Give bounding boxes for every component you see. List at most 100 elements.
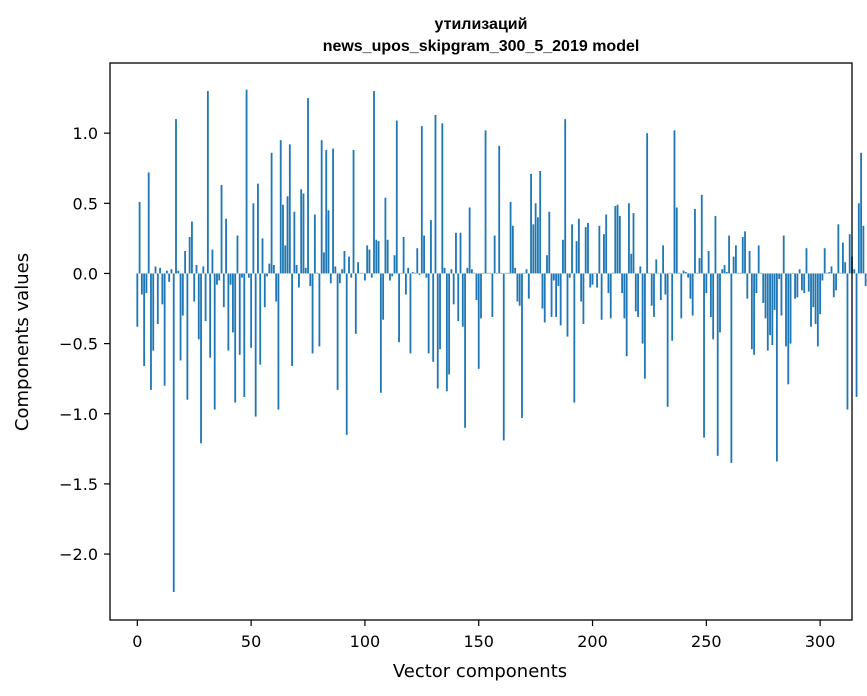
y-axis-label: Components values [12,253,33,431]
bar-component-183 [552,273,555,281]
y-tick-label: 1.0 [73,124,98,143]
bar-component-30 [204,273,207,322]
bar-component-194 [577,218,580,274]
bar-component-168 [518,273,521,306]
bar-component-229 [657,272,660,274]
bar-component-38 [222,273,225,308]
bar-component-278 [769,273,771,336]
bar-component-227 [653,273,655,317]
bar-component-243 [689,273,692,299]
bar-component-253 [712,273,715,340]
bar-component-130 [432,273,435,362]
bar-component-195 [580,273,583,302]
bar-component-133 [439,273,441,350]
bar-component-105 [375,239,378,274]
y-tick-label: 0.5 [73,194,98,213]
bar-component-224 [646,133,649,274]
bar-component-228 [655,259,658,274]
bar-component-140 [455,232,457,274]
bar-component-54 [259,273,262,365]
bar-component-276 [764,273,767,319]
bar-component-307 [835,273,837,291]
bar-component-17 [175,119,177,274]
bar-component-184 [555,273,558,317]
bar-component-317 [857,203,860,274]
bar-component-32 [209,273,212,358]
bar-component-84 [327,210,330,274]
chart-title: утилизаций [435,16,528,33]
bar-component-6 [150,273,152,390]
bar-component-291 [798,269,801,274]
bar-component-135 [443,267,446,274]
bar-component-277 [766,273,769,351]
bar-component-64 [282,204,284,274]
y-tick-label: 0.0 [73,264,98,283]
bar-component-167 [516,273,519,302]
bar-component-39 [225,218,227,274]
bar-component-71 [298,273,300,288]
bar-component-225 [648,272,651,274]
bar-component-111 [389,273,391,281]
bar-component-146 [468,207,471,274]
bar-component-269 [748,251,751,274]
bar-component-158 [496,272,498,274]
bar-component-242 [687,273,690,278]
bar-component-216 [628,203,630,274]
bar-component-177 [539,171,542,274]
y-tick-label: −0.5 [59,335,98,354]
bar-component-182 [550,273,553,317]
bar-component-214 [623,273,626,319]
bar-component-219 [634,273,637,312]
bar-component-232 [664,273,667,295]
bar-component-163 [507,272,510,274]
bar-component-157 [493,235,496,274]
bar-component-75 [307,98,309,274]
bar-component-134 [441,123,444,274]
bar-component-128 [427,273,430,354]
bar-component-53 [257,183,259,274]
bar-component-263 [735,245,737,274]
bar-component-273 [757,245,760,274]
bar-component-113 [393,255,396,274]
bar-component-315 [853,269,856,274]
bar-component-162 [505,272,507,274]
bar-component-132 [436,273,439,389]
bar-component-100 [364,273,366,281]
bar-component-7 [152,273,155,351]
bar-component-191 [571,224,573,274]
bar-component-262 [732,256,735,274]
bar-component-283 [780,273,783,316]
bar-component-296 [810,273,812,327]
bar-component-74 [304,267,307,274]
bar-component-289 [794,273,797,299]
bar-component-192 [573,273,576,403]
bar-component-44 [236,235,239,274]
bar-component-65 [284,245,287,274]
bar-component-212 [618,215,621,274]
bar-component-245 [694,208,696,274]
bar-component-19 [179,273,182,361]
bar-component-35 [216,273,218,285]
bar-component-138 [450,269,453,274]
bar-component-95 [352,149,355,274]
bar-component-22 [186,273,189,400]
bar-component-266 [741,236,744,274]
bar-component-284 [782,235,785,274]
bar-component-268 [746,273,749,299]
bar-component-142 [459,232,462,274]
bar-component-21 [184,251,187,274]
bar-component-320 [864,273,867,287]
bar-component-152 [482,272,485,274]
bar-component-58 [268,263,271,274]
y-axis-ticks: −2.0 −1.5 −1.0 −0.5 0.0 0.5 1.0 [59,124,110,564]
bar-component-15 [170,269,173,274]
bar-component-249 [703,273,705,438]
bar-component-231 [662,245,664,274]
bar-component-87 [334,266,337,274]
bar-component-5 [147,172,150,274]
bar-component-255 [716,273,719,456]
bar-component-155 [489,272,492,274]
bar-component-215 [625,273,628,357]
bar-component-72 [300,189,303,274]
